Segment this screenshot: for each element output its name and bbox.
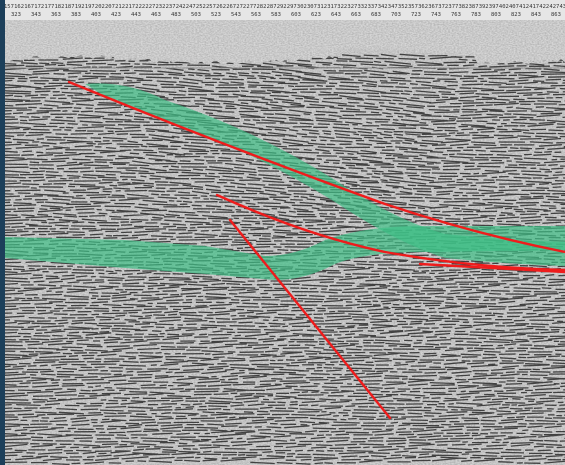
trace-number-label: 337 xyxy=(368,4,378,10)
trace-number-label: 157 xyxy=(5,4,14,10)
trace-number-label: 212 xyxy=(115,4,125,10)
trace-number-label: 257 xyxy=(206,4,216,10)
cdp-number-label: 403 xyxy=(91,12,101,18)
cdp-number-label: 643 xyxy=(331,12,341,18)
cdp-number-label: 683 xyxy=(371,12,381,18)
trace-number-label: 282 xyxy=(257,4,267,10)
cdp-number-label: 743 xyxy=(431,12,441,18)
trace-number-label: 367 xyxy=(428,4,438,10)
cdp-number-label: 503 xyxy=(191,12,201,18)
trace-number-label: 357 xyxy=(408,4,418,10)
cdp-number-label: 843 xyxy=(531,12,541,18)
trace-number-label: 262 xyxy=(216,4,226,10)
trace-number-label: 222 xyxy=(135,4,145,10)
trace-number-label: 392 xyxy=(479,4,489,10)
cdp-number-label: 863 xyxy=(551,12,561,18)
cdp-number-label: 343 xyxy=(31,12,41,18)
trace-number-label: 192 xyxy=(75,4,85,10)
cdp-number-label: 783 xyxy=(471,12,481,18)
fault-line-steep xyxy=(228,218,392,420)
cdp-number-label: 323 xyxy=(11,12,21,18)
upper-horizon-band xyxy=(85,83,565,266)
trace-number-label: 332 xyxy=(358,4,368,10)
trace-number-label: 232 xyxy=(156,4,166,10)
trace-number-label: 182 xyxy=(55,4,65,10)
cdp-number-label: 543 xyxy=(231,12,241,18)
trace-number-label: 302 xyxy=(297,4,307,10)
trace-number-label: 162 xyxy=(14,4,24,10)
trace-number-label: 312 xyxy=(317,4,327,10)
lower-horizon-band xyxy=(5,226,565,280)
cdp-number-label: 443 xyxy=(131,12,141,18)
trace-number-label: 202 xyxy=(95,4,105,10)
trace-number-label: 237 xyxy=(166,4,176,10)
cdp-number-label: 563 xyxy=(251,12,261,18)
fault-line-segment xyxy=(418,262,565,274)
cdp-number-label: 483 xyxy=(171,12,181,18)
cdp-number-label: 723 xyxy=(411,12,421,18)
trace-number-label: 167 xyxy=(24,4,34,10)
trace-number-header: 157 162 167 172 177 182 187 192 197 202 207 212 217 2… xyxy=(5,0,565,21)
cdp-number-label: 803 xyxy=(491,12,501,18)
cdp-number-label: 423 xyxy=(111,12,121,18)
trace-number-label: 317 xyxy=(327,4,337,10)
cdp-number-label: 603 xyxy=(291,12,301,18)
trace-number-label: 297 xyxy=(287,4,297,10)
fault-line-main xyxy=(67,80,565,254)
interpretation-layer xyxy=(5,80,565,420)
trace-number-label: 242 xyxy=(176,4,186,10)
trace-number-label: 227 xyxy=(145,4,155,10)
trace-number-label: 187 xyxy=(65,4,75,10)
cdp-number-label: 583 xyxy=(271,12,281,18)
trace-number-label: 412 xyxy=(519,4,529,10)
trace-number-label: 292 xyxy=(277,4,287,10)
cdp-number-label: 363 xyxy=(51,12,61,18)
trace-number-label: 382 xyxy=(459,4,469,10)
trace-number-label: 347 xyxy=(388,4,398,10)
trace-number-label: 432 xyxy=(560,4,565,10)
trace-number-label: 407 xyxy=(509,4,519,10)
seismic-section: 157 162 167 172 177 182 187 192 197 202 207 212 217 2… xyxy=(5,0,565,465)
trace-number-label: 197 xyxy=(85,4,95,10)
trace-number-label: 307 xyxy=(307,4,317,10)
trace-number-label: 287 xyxy=(267,4,277,10)
trace-number-label: 247 xyxy=(186,4,196,10)
fault-line-middle xyxy=(215,193,565,272)
trace-number-label: 352 xyxy=(398,4,408,10)
cdp-number-label: 823 xyxy=(511,12,521,18)
cdp-number-label: 523 xyxy=(211,12,221,18)
trace-number-label: 327 xyxy=(347,4,357,10)
trace-number-label: 427 xyxy=(549,4,559,10)
trace-number-label: 252 xyxy=(196,4,206,10)
seismic-profile xyxy=(5,20,565,465)
trace-number-label: 217 xyxy=(125,4,135,10)
cdp-number-label: 383 xyxy=(71,12,81,18)
cdp-number-label: 663 xyxy=(351,12,361,18)
trace-number-label: 267 xyxy=(226,4,236,10)
trace-number-label: 172 xyxy=(34,4,44,10)
trace-number-label: 342 xyxy=(378,4,388,10)
cdp-number-label: 463 xyxy=(151,12,161,18)
seismic-profile-panel xyxy=(5,20,565,465)
trace-number-label: 402 xyxy=(499,4,509,10)
cdp-number-label: 703 xyxy=(391,12,401,18)
trace-number-axis: 157 162 167 172 177 182 187 192 197 202 207 212 217 2… xyxy=(5,4,565,18)
trace-number-label: 322 xyxy=(337,4,347,10)
trace-number-label: 277 xyxy=(246,4,256,10)
trace-number-label: 377 xyxy=(448,4,458,10)
trace-number-label: 417 xyxy=(529,4,539,10)
trace-number-label: 177 xyxy=(44,4,54,10)
trace-number-label: 207 xyxy=(105,4,115,10)
trace-number-label: 272 xyxy=(236,4,246,10)
trace-number-label: 422 xyxy=(539,4,549,10)
trace-number-label: 397 xyxy=(489,4,499,10)
trace-number-label: 372 xyxy=(438,4,448,10)
cdp-number-label: 763 xyxy=(451,12,461,18)
cdp-number-label: 623 xyxy=(311,12,321,18)
trace-number-label: 387 xyxy=(469,4,479,10)
trace-number-label: 362 xyxy=(418,4,428,10)
